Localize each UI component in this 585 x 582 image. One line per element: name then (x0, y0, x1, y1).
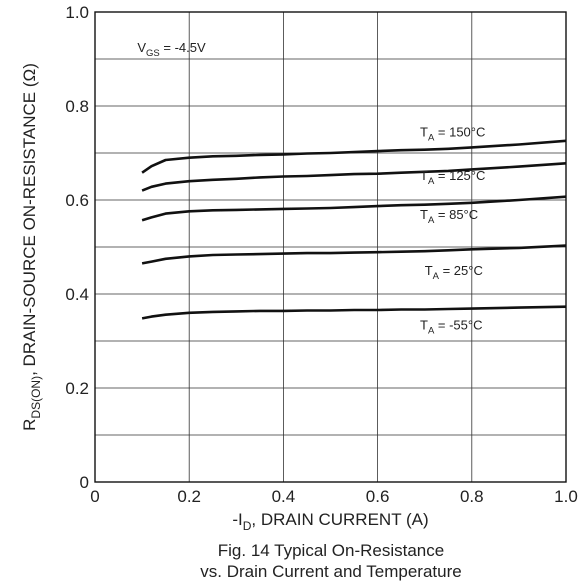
series-line-125C (141, 162, 567, 192)
vgs-annotation: VGS = -4.5V (137, 40, 206, 59)
series-labels: TA = 150°C TA = 125°C TA = 85°C TA = 25°C TA… (420, 125, 485, 337)
figure-caption: Fig. 14 Typical On-Resistance vs. Drain … (0, 540, 585, 582)
grid (95, 12, 566, 482)
series-label: TA = 25°C (425, 263, 483, 282)
series-label: TA = 85°C (420, 207, 478, 226)
x-tick-labels: 0 0.2 0.4 0.6 0.8 1.0 (90, 487, 578, 506)
series-line--55C (141, 305, 567, 320)
x-tick-label: 0.8 (460, 487, 484, 506)
y-tick-label: 0.4 (65, 285, 89, 304)
y-tick-label: 0 (80, 473, 89, 492)
x-tick-label: 0.2 (177, 487, 201, 506)
y-tick-labels: 0 0.2 0.4 0.6 0.8 1.0 (65, 3, 89, 492)
x-tick-label: 0.6 (366, 487, 390, 506)
series-line-85C (141, 195, 567, 222)
x-tick-label: 0 (90, 487, 99, 506)
y-tick-label: 0.8 (65, 97, 89, 116)
x-tick-label: 1.0 (554, 487, 578, 506)
x-tick-label: 0.4 (272, 487, 296, 506)
series-line-25C (141, 244, 567, 265)
series-label: TA = 125°C (420, 168, 485, 187)
series-label: TA = 150°C (420, 125, 485, 144)
y-tick-label: 1.0 (65, 3, 89, 22)
series-label: TA = -55°C (420, 317, 483, 336)
series-line-150C (141, 139, 567, 174)
y-tick-label: 0.2 (65, 379, 89, 398)
caption-line-1: Fig. 14 Typical On-Resistance (217, 541, 445, 560)
x-axis-label: -ID, DRAIN CURRENT (A) (232, 510, 428, 533)
y-tick-label: 0.6 (65, 191, 89, 210)
caption-line-2: vs. Drain Current and Temperature (200, 562, 462, 581)
y-axis-label: RDS(ON), DRAIN-SOURCE ON-RESISTANCE (Ω) (20, 63, 43, 431)
plot-frame (94, 11, 567, 483)
series-lines (141, 139, 567, 320)
